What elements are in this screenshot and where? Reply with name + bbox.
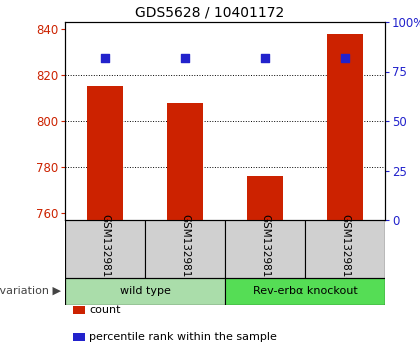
Bar bbox=[225, 278, 385, 305]
Bar bbox=[65, 220, 145, 278]
Text: Rev-erbα knockout: Rev-erbα knockout bbox=[252, 286, 357, 297]
Text: count: count bbox=[89, 305, 121, 315]
Text: GDS5628 / 10401172: GDS5628 / 10401172 bbox=[135, 6, 285, 20]
Point bbox=[102, 55, 108, 61]
Text: GSM1329812: GSM1329812 bbox=[180, 214, 190, 284]
Text: genotype/variation ▶: genotype/variation ▶ bbox=[0, 286, 61, 297]
Text: wild type: wild type bbox=[120, 286, 171, 297]
Bar bbox=[305, 220, 385, 278]
Point bbox=[181, 55, 188, 61]
Bar bbox=[225, 220, 305, 278]
Text: GSM1329811: GSM1329811 bbox=[100, 214, 110, 284]
Text: GSM1329813: GSM1329813 bbox=[260, 214, 270, 284]
Bar bbox=[167, 103, 203, 220]
Point bbox=[262, 55, 268, 61]
Bar bbox=[247, 176, 283, 220]
Bar bbox=[145, 220, 225, 278]
Text: GSM1329814: GSM1329814 bbox=[340, 214, 350, 284]
Bar bbox=[65, 278, 225, 305]
Text: percentile rank within the sample: percentile rank within the sample bbox=[89, 332, 277, 342]
Bar bbox=[327, 33, 363, 220]
Bar bbox=[87, 86, 123, 220]
Point bbox=[341, 55, 348, 61]
